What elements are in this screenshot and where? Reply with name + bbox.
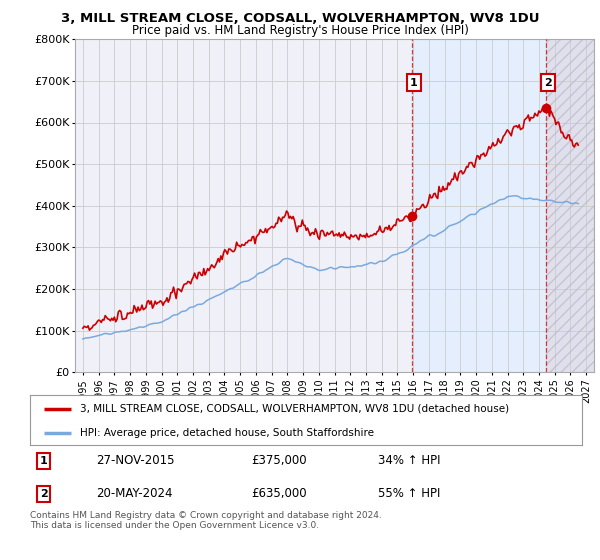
Text: 3, MILL STREAM CLOSE, CODSALL, WOLVERHAMPTON, WV8 1DU (detached house): 3, MILL STREAM CLOSE, CODSALL, WOLVERHAM… (80, 404, 509, 414)
Bar (545, 39, 594, 372)
Text: 1: 1 (410, 77, 418, 87)
Bar (412, 39, 545, 372)
Text: HPI: Average price, detached house, South Staffordshire: HPI: Average price, detached house, Sout… (80, 428, 374, 437)
Text: 2: 2 (544, 77, 552, 87)
Text: Price paid vs. HM Land Registry's House Price Index (HPI): Price paid vs. HM Land Registry's House … (131, 24, 469, 37)
Text: 27-NOV-2015: 27-NOV-2015 (96, 454, 175, 468)
Text: 20-MAY-2024: 20-MAY-2024 (96, 487, 173, 501)
Text: 55% ↑ HPI: 55% ↑ HPI (378, 487, 440, 501)
Text: 1: 1 (40, 456, 47, 466)
Bar (545, 39, 594, 372)
Text: £635,000: £635,000 (251, 487, 307, 501)
Text: 2: 2 (40, 489, 47, 499)
Text: 3, MILL STREAM CLOSE, CODSALL, WOLVERHAMPTON, WV8 1DU: 3, MILL STREAM CLOSE, CODSALL, WOLVERHAM… (61, 12, 539, 25)
Text: 34% ↑ HPI: 34% ↑ HPI (378, 454, 440, 468)
Text: Contains HM Land Registry data © Crown copyright and database right 2024.
This d: Contains HM Land Registry data © Crown c… (30, 511, 382, 530)
Text: £375,000: £375,000 (251, 454, 307, 468)
